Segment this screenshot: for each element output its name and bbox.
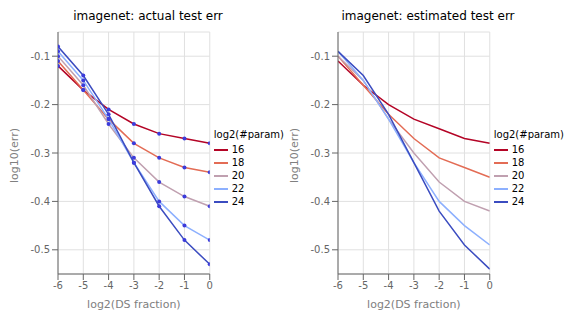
svg-text:-1: -1 xyxy=(459,280,469,291)
svg-text:-0.5: -0.5 xyxy=(30,244,50,255)
svg-text:-0.2: -0.2 xyxy=(30,99,50,110)
svg-text:log2(DS fraction): log2(DS fraction) xyxy=(87,298,181,311)
html-text:log2(#param): log2(#param) xyxy=(213,129,284,140)
svg-text:-0.1: -0.1 xyxy=(310,51,330,62)
svg-text:-6: -6 xyxy=(53,280,63,291)
html-text:22: 22 xyxy=(511,183,525,194)
html-text:18: 18 xyxy=(231,157,245,168)
svg-text:-3: -3 xyxy=(409,280,419,291)
svg-text:-0.2: -0.2 xyxy=(310,99,330,110)
svg-text:-4: -4 xyxy=(104,280,114,291)
html-text:16: 16 xyxy=(511,144,525,155)
html-text:18: 18 xyxy=(511,157,525,168)
svg-text:-1: -1 xyxy=(179,280,189,291)
svg-text:-6: -6 xyxy=(333,280,343,291)
html-text:20: 20 xyxy=(511,170,525,181)
svg-text:0: 0 xyxy=(207,280,213,291)
svg-text:-2: -2 xyxy=(434,280,444,291)
svg-text:0: 0 xyxy=(487,280,493,291)
html-text:imagenet: estimated test err: imagenet: estimated test err xyxy=(341,9,515,23)
html-text:22: 22 xyxy=(231,183,245,194)
html-text:log2(#param): log2(#param) xyxy=(493,129,564,140)
svg-text:-3: -3 xyxy=(129,280,139,291)
svg-text:-0.3: -0.3 xyxy=(30,148,50,159)
svg-text:-0.1: -0.1 xyxy=(30,51,50,62)
svg-text:log10(err): log10(err) xyxy=(8,128,21,183)
html-text:20: 20 xyxy=(231,170,245,181)
svg-text:-2: -2 xyxy=(154,280,164,291)
html-text:24: 24 xyxy=(511,196,525,207)
html-text:24: 24 xyxy=(231,196,245,207)
html-text:imagenet: actual test err: imagenet: actual test err xyxy=(73,9,223,23)
svg-text:-4: -4 xyxy=(384,280,394,291)
svg-text:-0.4: -0.4 xyxy=(30,196,50,207)
svg-text:log10(err): log10(err) xyxy=(288,128,301,183)
svg-text:-5: -5 xyxy=(78,280,88,291)
svg-text:-0.5: -0.5 xyxy=(310,244,330,255)
html-text:16: 16 xyxy=(231,144,245,155)
svg-text:-0.4: -0.4 xyxy=(310,196,330,207)
svg-text:-5: -5 xyxy=(358,280,368,291)
svg-text:-0.3: -0.3 xyxy=(310,148,330,159)
svg-text:log2(DS fraction): log2(DS fraction) xyxy=(367,298,461,311)
